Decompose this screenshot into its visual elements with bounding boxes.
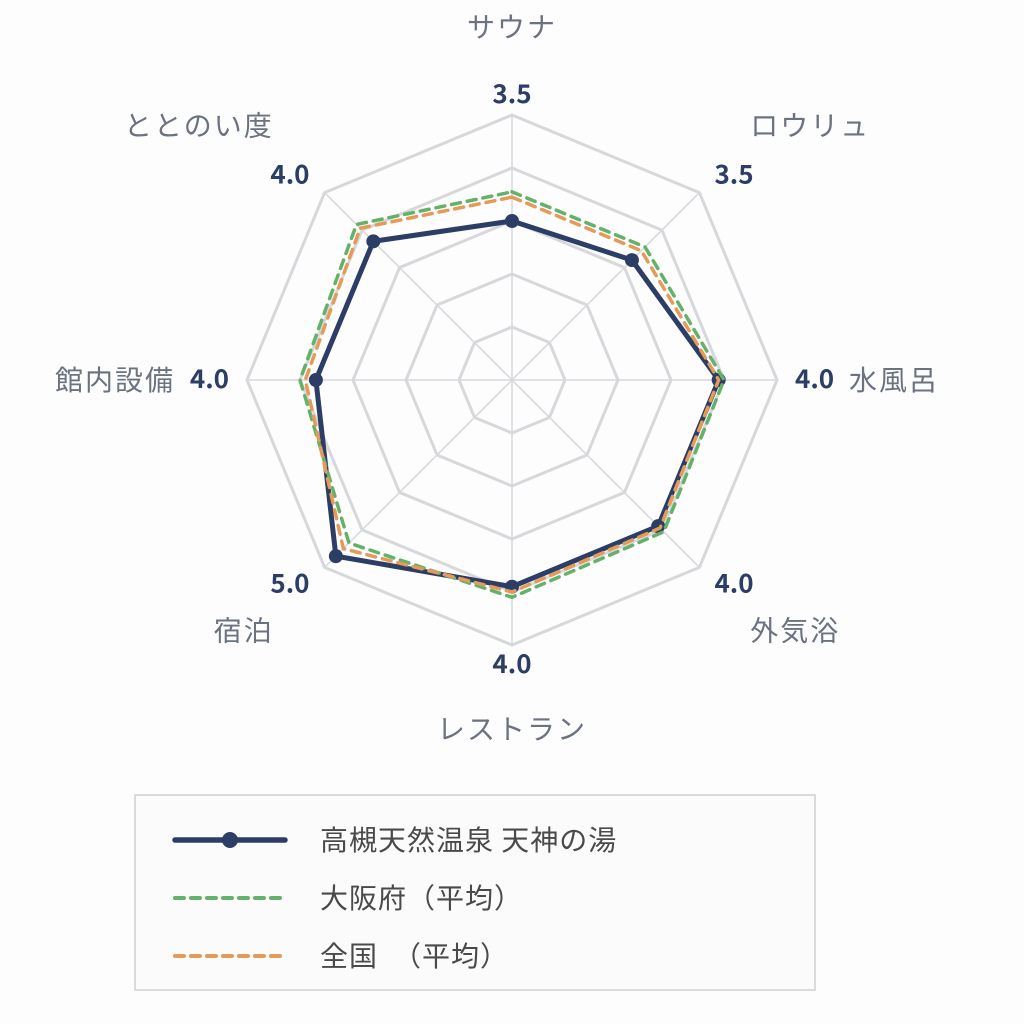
axis-label: ロウリュ [750, 105, 870, 145]
value-label: 4.0 [270, 155, 309, 192]
legend-swatch-marker [222, 832, 238, 848]
value-label: 3.5 [492, 74, 531, 111]
legend-label: 大阪府（平均） [320, 877, 523, 917]
axis-label: ととのい度 [124, 105, 274, 145]
series-marker [505, 214, 519, 228]
series-marker [366, 234, 380, 248]
value-label: 4.0 [190, 359, 229, 396]
axis-label: サウナ [467, 6, 557, 46]
value-label: 4.0 [714, 563, 753, 600]
axis-label: 水風呂 [849, 359, 939, 399]
series-marker [329, 549, 343, 563]
series-marker [309, 373, 323, 387]
series-marker [625, 253, 639, 267]
axis-label: 宿泊 [214, 609, 274, 649]
value-label: 4.0 [492, 644, 531, 681]
legend-label: 高槻天然温泉 天神の湯 [320, 819, 617, 859]
legend-label: 全国 （平均） [320, 935, 509, 975]
axis-label: 館内設備 [55, 359, 175, 399]
axis-label: レストラン [437, 708, 587, 748]
value-label: 5.0 [270, 563, 309, 600]
radar-chart: サウナ 3.5 ロウリュ 3.5 水風呂 4.0 外気浴 4.0 レストラン 4.0 宿泊 5.0 館内… [0, 0, 1024, 1024]
radar-chart-container: サウナ 3.5 ロウリュ 3.5 水風呂 4.0 外気浴 4.0 レストラン 4.0 宿泊 5.0 館内… [0, 0, 1024, 1024]
value-label: 3.5 [714, 155, 753, 192]
axis-label: 外気浴 [750, 609, 840, 649]
value-label: 4.0 [795, 359, 834, 396]
